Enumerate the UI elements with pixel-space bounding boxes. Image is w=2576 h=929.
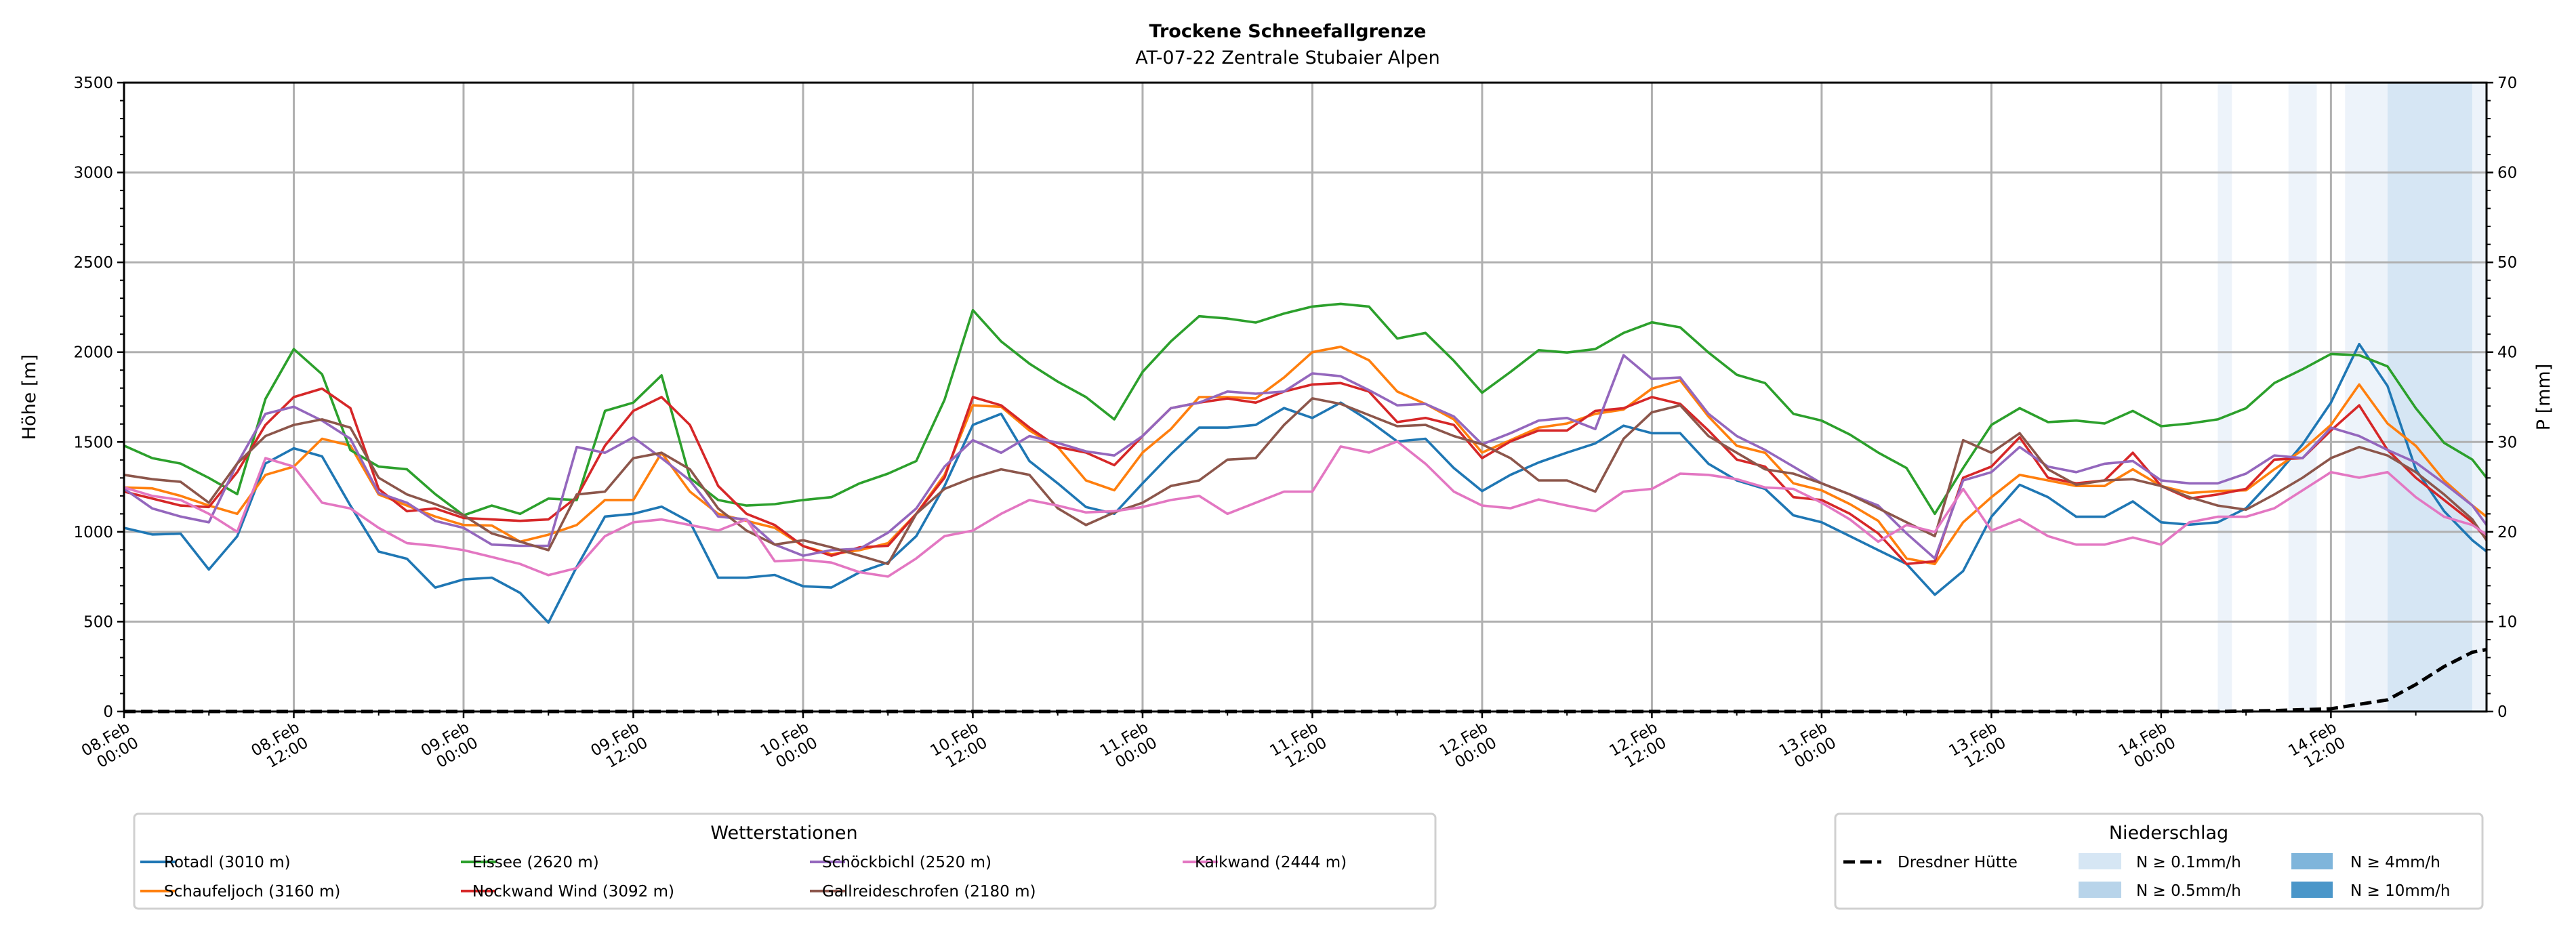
legend-station-label: Schöckbichl (2520 m) <box>822 854 991 871</box>
y-tick-label: 1500 <box>73 434 113 451</box>
axes: 0 500 1000 1500 2000 2500 3000 3500 0 10 20 30 40 50 6… <box>73 75 2517 772</box>
chart-subtitle: AT-07-22 Zentrale Stubaier Alpen <box>1135 47 1439 68</box>
plot-frame <box>123 81 2488 713</box>
legend-precip-title: Niederschlag <box>2109 823 2228 844</box>
precip-band <box>2288 83 2317 711</box>
legend-swatch-3 <box>2291 882 2333 898</box>
legend-station-label: Eissee (2620 m) <box>472 854 599 871</box>
y-tick-label: 1000 <box>73 524 113 541</box>
legend-precip: Niederschlag Dresdner Hütte N ≥ 0.1mm/h … <box>1834 812 2484 910</box>
series-line-5 <box>123 397 2488 566</box>
y-tick-label: 3500 <box>73 75 113 92</box>
y-right-tick-label: 0 <box>2497 703 2508 721</box>
series-lines <box>123 302 2488 714</box>
legend-stations-title: Wetterstationen <box>710 823 857 844</box>
y-axis-label: Höhe [m] <box>19 354 40 440</box>
y-right-tick-label: 70 <box>2497 75 2517 92</box>
precip-band <box>2217 83 2232 711</box>
y-right-tick-label: 30 <box>2497 434 2517 451</box>
legend-station-label: Nockwand Wind (3092 m) <box>472 883 674 901</box>
y-tick-label: 500 <box>83 613 113 631</box>
y-right-tick-label: 40 <box>2497 344 2517 362</box>
y-right-tick-label: 50 <box>2497 254 2517 272</box>
legend-stations: Wetterstationen Rotadl (3010 m) Schaufelj… <box>133 812 1437 910</box>
legend-station-label: Gallreideschrofen (2180 m) <box>822 883 1036 901</box>
legend-swatch-0 <box>2079 853 2121 869</box>
y-tick-label: 0 <box>103 703 113 721</box>
precip-bands <box>2217 83 2487 711</box>
series-line-4 <box>123 354 2488 560</box>
precip-band <box>2387 83 2473 711</box>
chart-title: Trockene Schneefallgrenze <box>1149 21 1427 42</box>
precip-cumulative-line <box>124 648 2487 714</box>
legend-precip-line-label: Dresdner Hütte <box>1898 854 2018 871</box>
y-right-tick-label: 10 <box>2497 613 2517 631</box>
legend-station-label: Schaufeljoch (3160 m) <box>164 883 340 901</box>
y-tick-label: 2000 <box>73 344 113 362</box>
legend-level-3: N ≥ 10mm/h <box>2350 882 2451 900</box>
series-line-2 <box>123 302 2488 517</box>
y-tick-label: 2500 <box>73 254 113 272</box>
y-right-tick-label: 60 <box>2497 165 2517 182</box>
series-line-6 <box>123 440 2488 578</box>
legend-level-2: N ≥ 4mm/h <box>2350 854 2440 871</box>
legend-level-0: N ≥ 0.1mm/h <box>2136 854 2241 871</box>
precip-band <box>2345 83 2388 711</box>
precip-band <box>2472 83 2487 711</box>
y-tick-label: 3000 <box>73 165 113 182</box>
legend-swatch-2 <box>2291 853 2333 869</box>
series-line-0 <box>123 342 2488 624</box>
y-right-tick-label: 20 <box>2497 524 2517 541</box>
y-axis-right-label: P [mm] <box>2533 364 2554 431</box>
legend-station-label: Rotadl (3010 m) <box>164 854 291 871</box>
legend-station-label: Kalkwand (2444 m) <box>1195 854 1347 871</box>
grid <box>123 81 2487 713</box>
legend-swatch-1 <box>2079 882 2121 898</box>
legend-level-1: N ≥ 0.5mm/h <box>2136 882 2241 900</box>
